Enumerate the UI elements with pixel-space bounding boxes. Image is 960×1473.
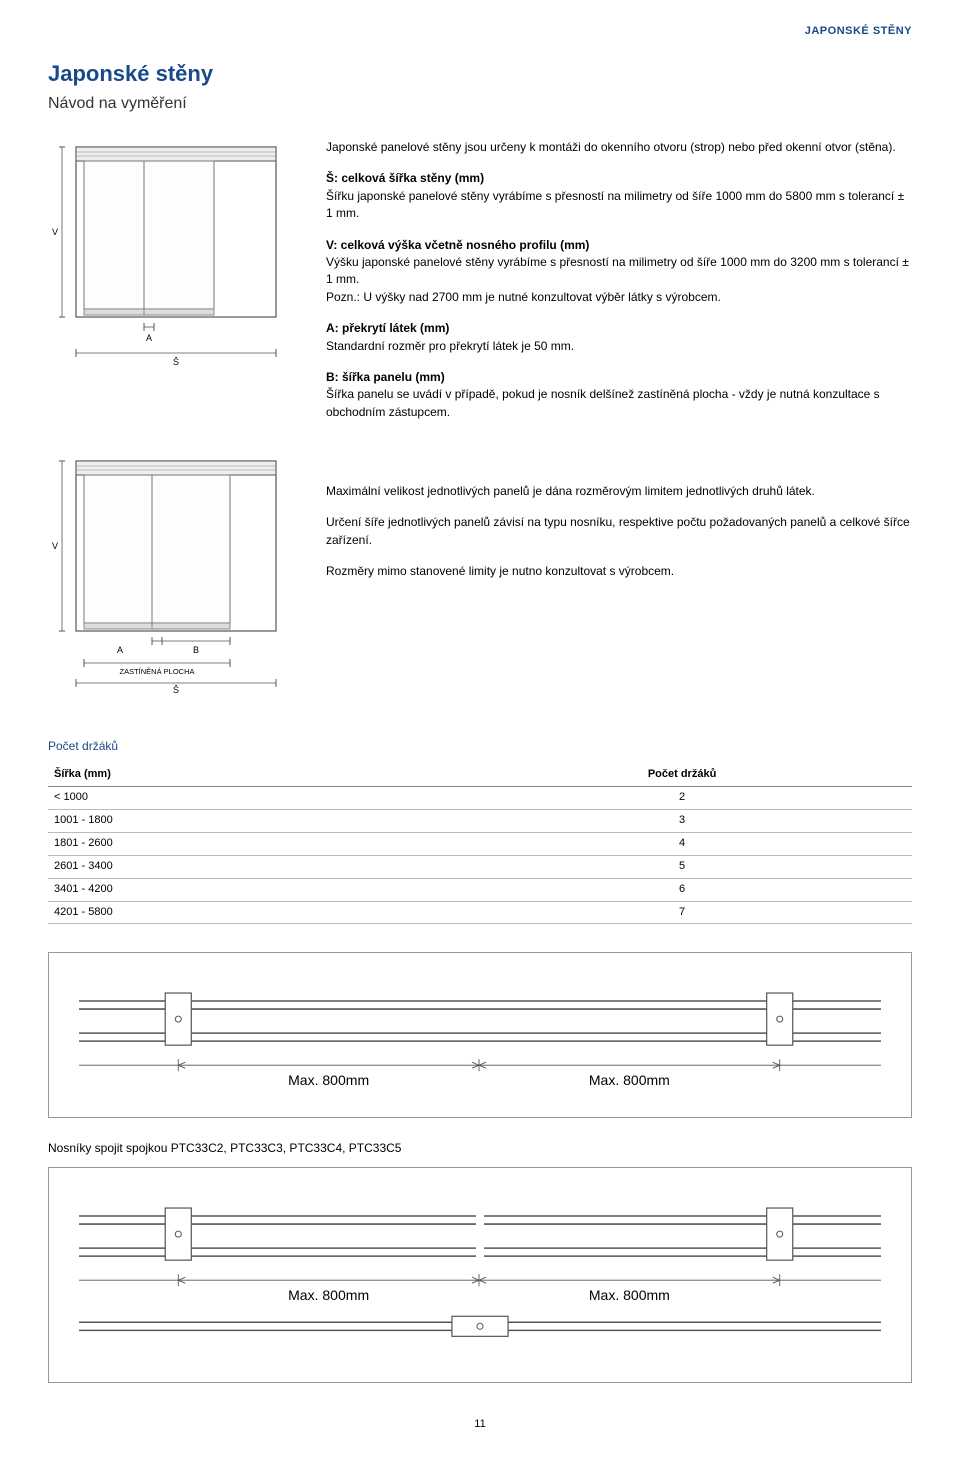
param-b-body: Šířka panelu se uvádí v případě, pokud j… — [326, 387, 880, 418]
page-title: Japonské stěny — [48, 58, 912, 90]
table-row: 4201 - 58007 — [48, 901, 912, 924]
dim-label-v: V — [52, 227, 58, 237]
holders-title: Počet držáků — [48, 738, 912, 755]
section-2: V A B ZASTÍNĚNÁ PLOCHA Š Maximální velik… — [48, 453, 912, 698]
svg-text:V: V — [52, 541, 58, 551]
holders-table: Šířka (mm) Počet držáků < 10002 1001 - 1… — [48, 764, 912, 925]
rail-svg-2: Max. 800mm Max. 800mm — [79, 1198, 881, 1358]
diagram-2-svg: V A B ZASTÍNĚNÁ PLOCHA Š — [48, 453, 298, 693]
rail-label-left: Max. 800mm — [288, 1073, 369, 1089]
col-width: Šířka (mm) — [48, 764, 452, 786]
dim-label-b: B — [193, 645, 199, 655]
header-tag: JAPONSKÉ STĚNY — [48, 24, 912, 40]
dim-label-s: Š — [173, 357, 179, 367]
rail-svg-1: Max. 800mm Max. 800mm — [79, 983, 881, 1093]
dim-label-zastinena: ZASTÍNĚNÁ PLOCHA — [119, 667, 194, 676]
intro-text: Japonské panelové stěny jsou určeny k mo… — [326, 139, 912, 156]
diagram-2: V A B ZASTÍNĚNÁ PLOCHA Š — [48, 453, 298, 698]
param-a-body: Standardní rozměr pro překrytí látek je … — [326, 339, 574, 353]
svg-text:A: A — [117, 645, 123, 655]
param-b-heading: B: šířka panelu (mm) — [326, 370, 445, 384]
svg-text:Max. 800mm: Max. 800mm — [589, 1288, 670, 1304]
section-1: V A Š Japonské panelové stěny jsou určen… — [48, 139, 912, 435]
param-a-heading: A: překrytí látek (mm) — [326, 321, 449, 335]
note-max: Maximální velikost jednotlivých panelů j… — [326, 483, 912, 500]
param-s-heading: Š: celková šířka stěny (mm) — [326, 171, 484, 185]
page-subtitle: Návod na vyměření — [48, 92, 912, 115]
param-b: B: šířka panelu (mm) Šířka panelu se uvá… — [326, 369, 912, 421]
col-count: Počet držáků — [452, 764, 912, 786]
param-s: Š: celková šířka stěny (mm) Šířku japons… — [326, 170, 912, 222]
param-v: V: celková výška včetně nosného profilu … — [326, 237, 912, 307]
param-a: A: překrytí látek (mm) Standardní rozměr… — [326, 320, 912, 355]
rail-diagram-2: Max. 800mm Max. 800mm — [48, 1167, 912, 1383]
rail-diagram-1: Max. 800mm Max. 800mm — [48, 952, 912, 1118]
param-s-body: Šířku japonské panelové stěny vyrábíme s… — [326, 189, 904, 220]
note-limits: Rozměry mimo stanovené limity je nutno k… — [326, 563, 912, 580]
page-number: 11 — [48, 1417, 912, 1433]
svg-text:Max. 800mm: Max. 800mm — [288, 1288, 369, 1304]
svg-text:Š: Š — [173, 685, 179, 693]
notes-col: Maximální velikost jednotlivých panelů j… — [326, 453, 912, 698]
diagram-1: V A Š — [48, 139, 298, 435]
param-v-note: Pozn.: U výšky nad 2700 mm je nutné konz… — [326, 290, 721, 304]
table-row: 1001 - 18003 — [48, 809, 912, 832]
note-width-depends: Určení šíře jednotlivých panelů závisí n… — [326, 514, 912, 549]
table-row: 3401 - 42006 — [48, 878, 912, 901]
diagram-1-svg: V A Š — [48, 139, 298, 369]
dim-label-a: A — [146, 333, 152, 343]
param-v-heading: V: celková výška včetně nosného profilu … — [326, 238, 589, 252]
rail-label-right: Max. 800mm — [589, 1073, 670, 1089]
table-row: 2601 - 34005 — [48, 855, 912, 878]
table-row: 1801 - 26004 — [48, 832, 912, 855]
connector-note: Nosníky spojit spojkou PTC33C2, PTC33C3,… — [48, 1140, 912, 1157]
params-1: Japonské panelové stěny jsou určeny k mo… — [326, 139, 912, 435]
table-row: < 10002 — [48, 786, 912, 809]
param-v-body: Výšku japonské panelové stěny vyrábíme s… — [326, 255, 909, 286]
